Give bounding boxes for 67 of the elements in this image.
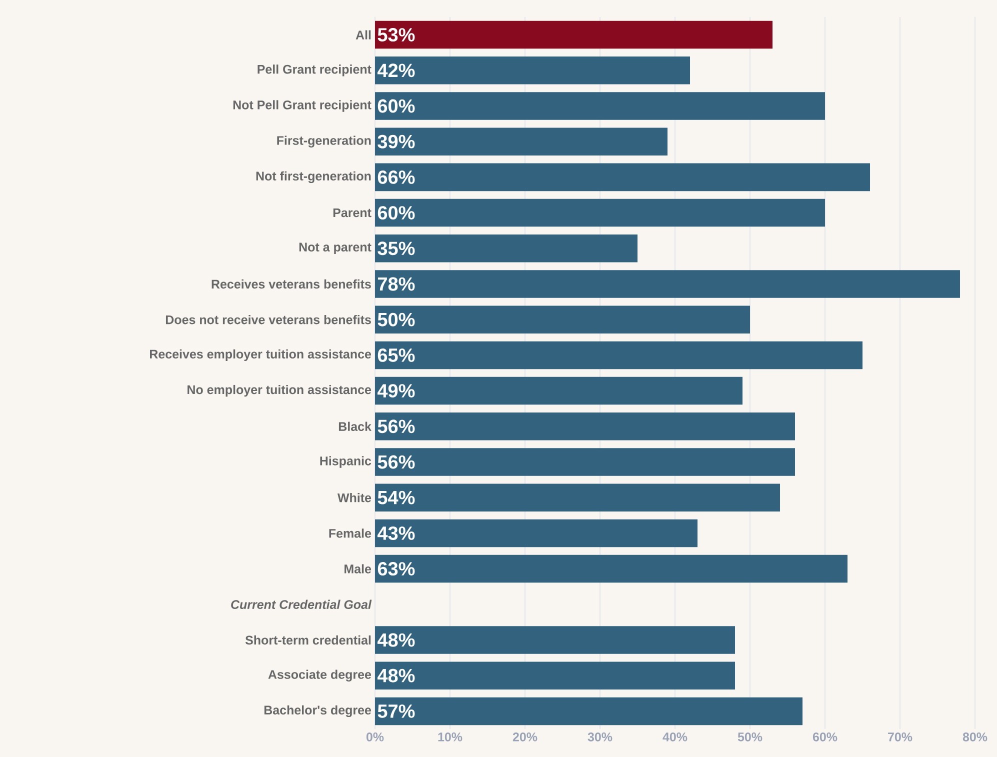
y-tick-label: Female: [329, 528, 372, 538]
x-tick-label: 30%: [588, 732, 612, 742]
data-label: 49%: [377, 384, 415, 398]
y-tick-label: Current Credential Goal: [231, 600, 372, 609]
data-label: 42%: [377, 64, 415, 78]
bar: [375, 234, 638, 262]
x-tick-label: 20%: [512, 732, 538, 742]
y-tick-label: Black: [338, 422, 372, 431]
data-label: 48%: [377, 633, 415, 647]
x-tick-label: 80%: [962, 732, 988, 742]
bar: [375, 341, 863, 370]
bar: [375, 306, 750, 334]
bar: [375, 554, 848, 583]
data-label: 48%: [377, 668, 415, 682]
data-label: 78%: [378, 277, 415, 291]
data-label: 63%: [378, 562, 415, 576]
bar: [375, 697, 803, 726]
data-label: 57%: [378, 704, 415, 718]
y-tick-label: No employer tuition assistance: [188, 384, 372, 397]
x-tick-label: 0%: [366, 732, 384, 742]
y-tick-label: Associate degree: [268, 670, 372, 682]
data-label: 60%: [378, 99, 415, 113]
bar: [375, 198, 826, 227]
data-label: 50%: [378, 312, 415, 326]
data-label: 56%: [378, 420, 415, 434]
data-label: 39%: [378, 134, 415, 148]
bar: [375, 270, 960, 298]
x-tick-label: 10%: [438, 732, 462, 742]
data-label: 54%: [378, 490, 415, 504]
y-tick-label: Receives veterans benefits: [212, 279, 371, 289]
bar: [375, 92, 826, 120]
data-label: 65%: [378, 348, 415, 362]
data-label: 66%: [378, 170, 415, 184]
bar: [375, 412, 796, 440]
y-tick-label: White: [337, 493, 372, 502]
data-label: 53%: [378, 28, 415, 42]
bar: [375, 484, 780, 512]
x-tick-label: 40%: [662, 732, 688, 742]
data-label: 60%: [378, 206, 415, 220]
x-tick-label: 70%: [888, 732, 912, 742]
x-tick-label: 50%: [738, 732, 762, 742]
data-label: 56%: [378, 455, 415, 469]
bar: [375, 519, 698, 548]
y-tick-label: Pell Grant recipient: [258, 64, 372, 76]
y-tick-label: All: [356, 30, 371, 40]
y-tick-label: First-generation: [277, 136, 371, 148]
y-tick-label: Male: [344, 564, 372, 574]
bar: [375, 376, 743, 405]
y-tick-label: Not Pell Grant recipient: [233, 100, 372, 112]
bar: [375, 448, 796, 476]
y-tick-label: Does not receive veterans benefits: [166, 315, 371, 324]
x-tick-label: 60%: [812, 732, 838, 742]
data-label: 35%: [378, 242, 415, 256]
data-label: 43%: [377, 526, 415, 540]
y-tick-label: Parent: [333, 208, 372, 218]
y-tick-label: Not first-generation: [256, 171, 371, 184]
bar: [375, 163, 870, 192]
bar: [375, 626, 736, 654]
bar: [375, 128, 668, 156]
y-tick-label: Short-term credential: [245, 635, 371, 645]
bar: [375, 662, 736, 690]
bar: [375, 20, 773, 49]
y-tick-label: Receives employer tuition assistance: [150, 349, 372, 362]
y-tick-label: Not a parent: [299, 242, 372, 254]
bar: [375, 56, 690, 84]
y-tick-label: Hispanic: [320, 456, 372, 468]
y-tick-label: Bachelor's degree: [264, 705, 372, 718]
